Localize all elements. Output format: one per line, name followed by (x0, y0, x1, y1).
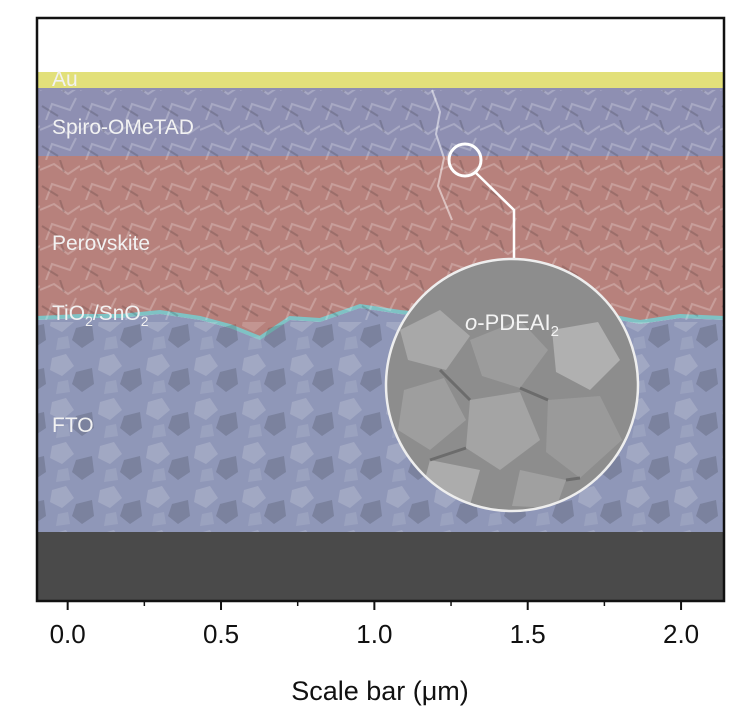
layer-label-tio2-sno2: TiO2/SnO2 (52, 302, 149, 329)
zoom-source-circle (447, 142, 483, 178)
x-tick-label: 0.5 (203, 619, 239, 649)
zoom-connector-line (474, 171, 516, 262)
x-tick-label: 2.0 (663, 619, 699, 649)
substrate-layer (37, 532, 724, 601)
x-axis-label: Scale bar (μm) (291, 676, 469, 706)
au-layer (37, 70, 724, 90)
inset-magnifier: o-PDEAI2 (384, 142, 640, 513)
x-tick-label: 1.0 (356, 619, 392, 649)
layer-label-perovskite: Perovskite (52, 232, 150, 255)
layer-label-fto: FTO (52, 414, 94, 437)
plot-frame (35, 16, 726, 603)
x-tick-label: 0.0 (50, 619, 86, 649)
x-axis: 0.0 0.5 1.0 1.5 2.0 (50, 601, 699, 649)
inset-label: o-PDEAI2 (465, 310, 559, 340)
x-tick-label: 1.5 (510, 619, 546, 649)
layer-label-au: Au (52, 68, 78, 91)
layer-label-spiro: Spiro-OMeTAD (52, 116, 194, 139)
